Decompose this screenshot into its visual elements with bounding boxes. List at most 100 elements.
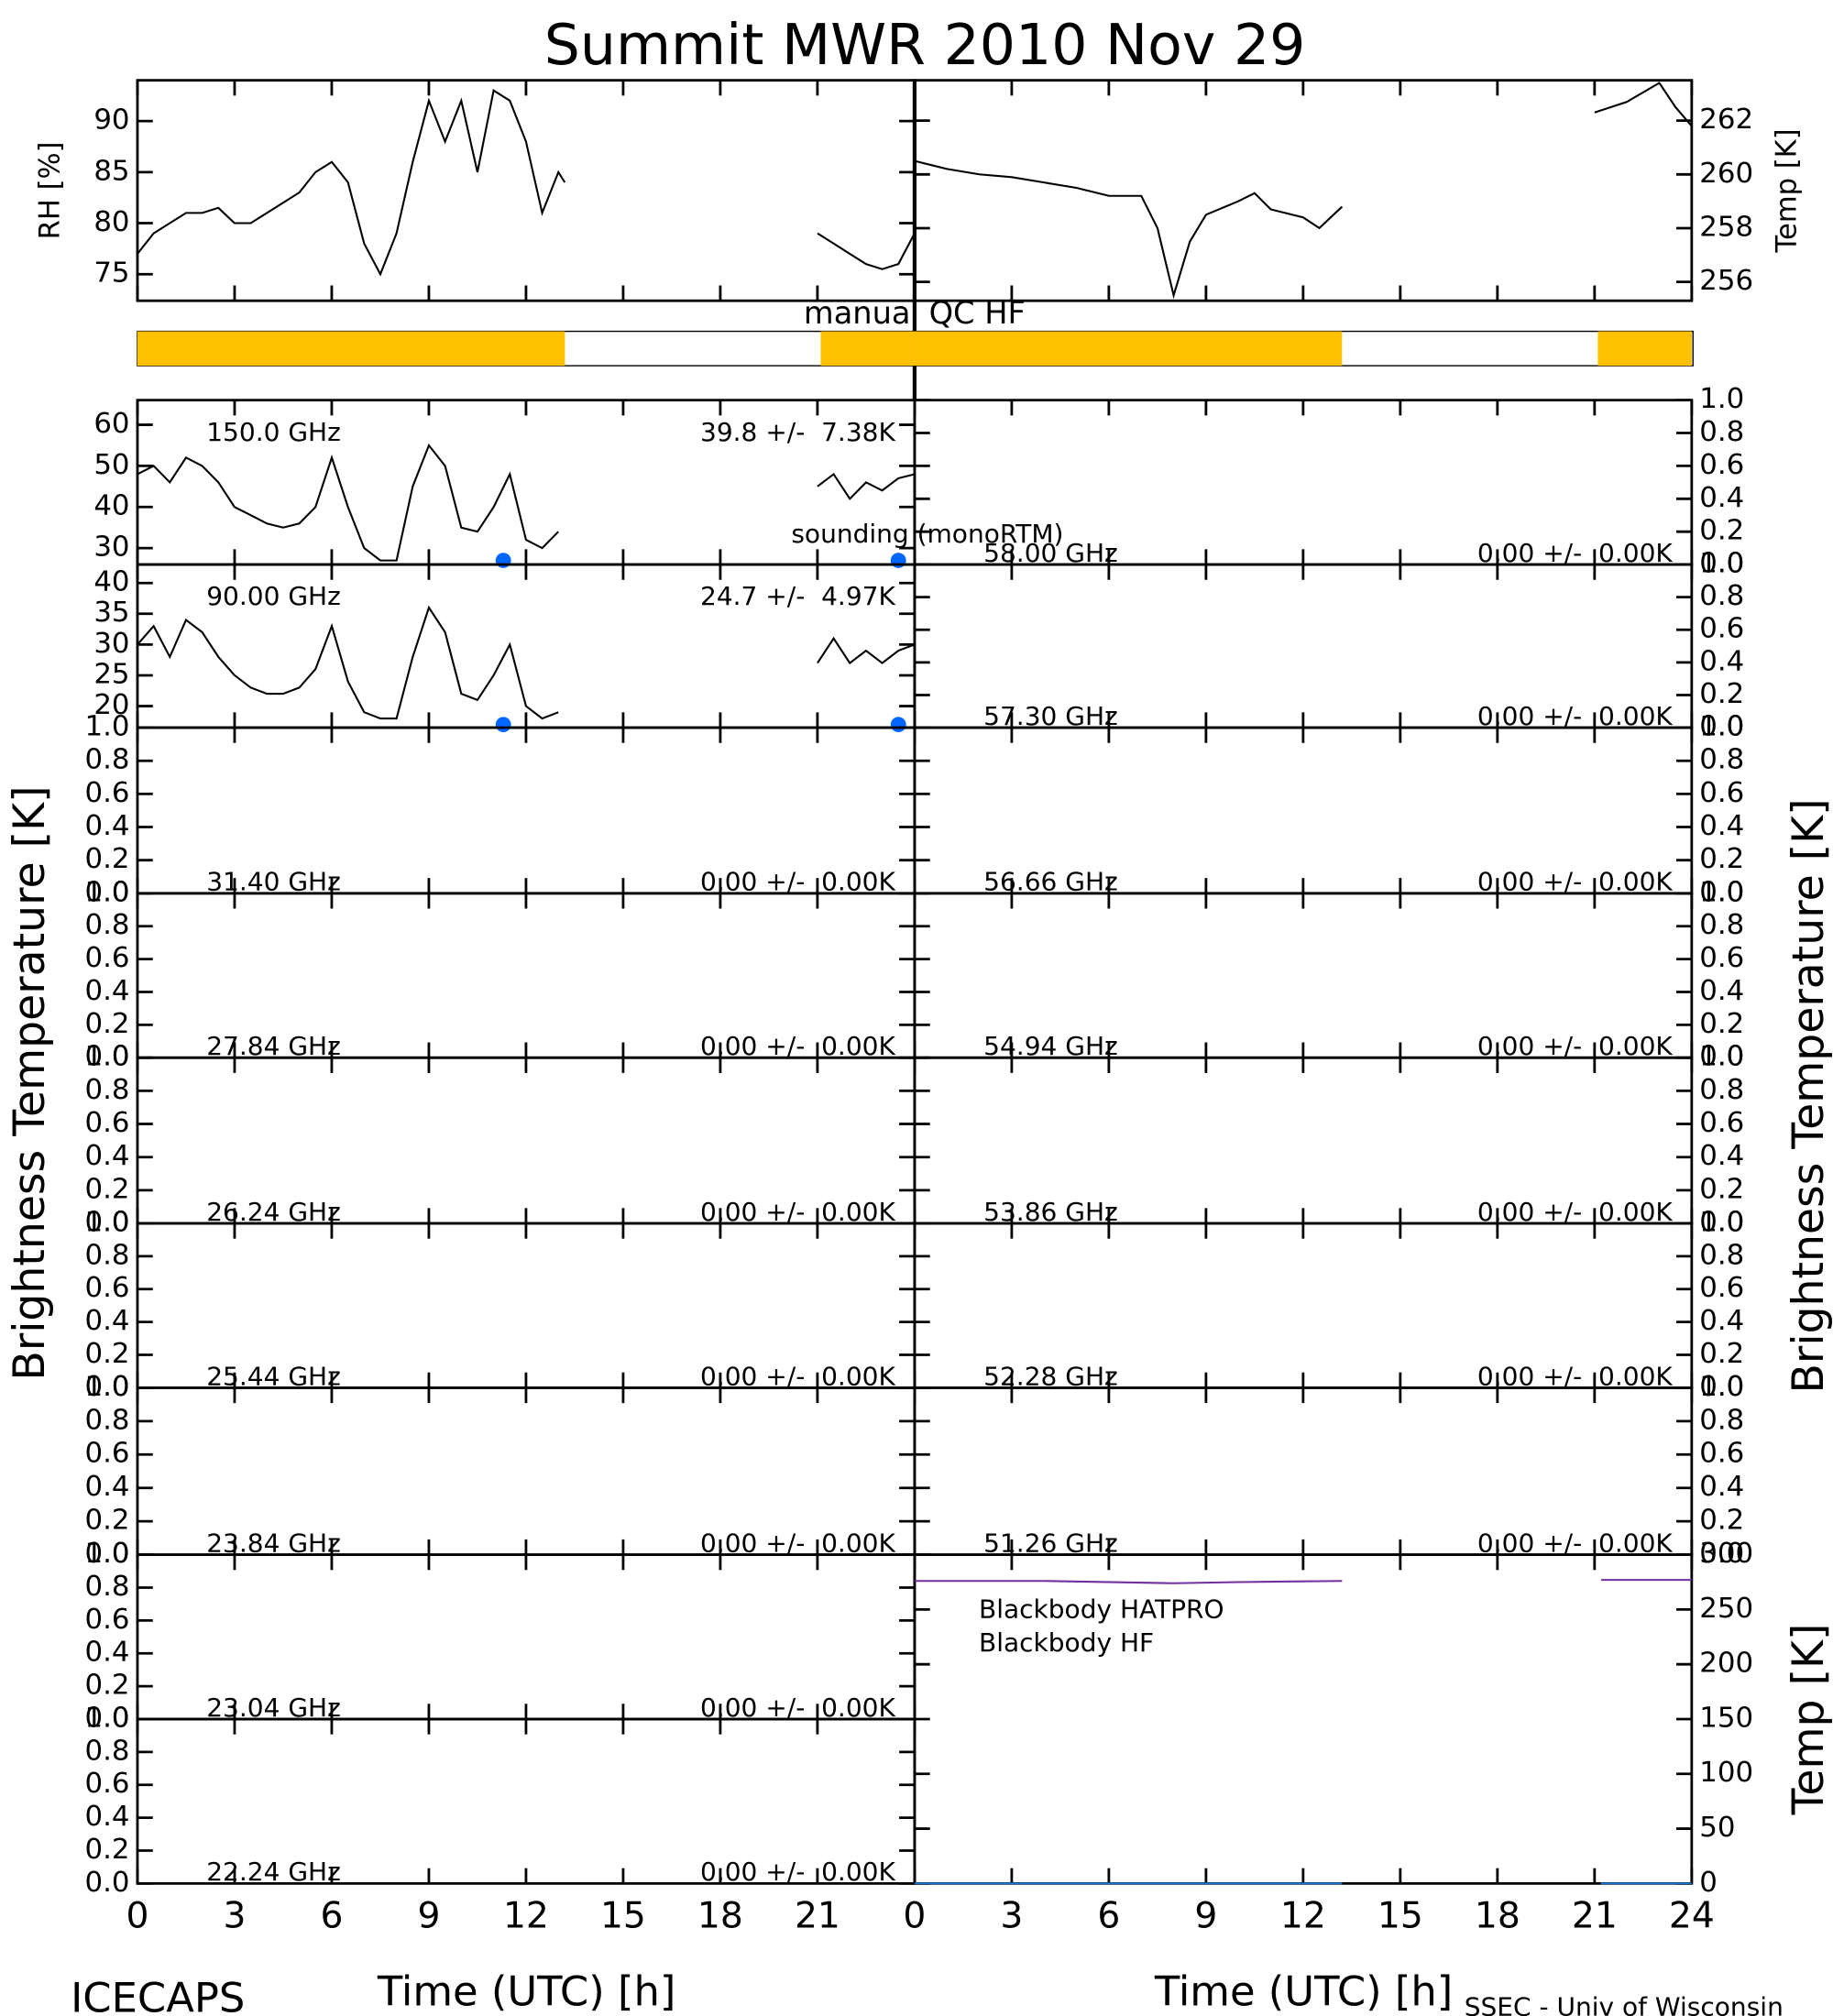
- y-tick-label: 0.6: [85, 1767, 130, 1800]
- y-tick-label: 0.6: [1699, 448, 1744, 481]
- y-tick-label: 0.4: [85, 1636, 130, 1669]
- data-line: [914, 82, 1693, 300]
- y-tick-label: 25: [93, 658, 129, 691]
- frequency-label: 57.30 GHz: [983, 701, 1118, 731]
- y-tick-label: 0.0: [85, 875, 130, 908]
- figure-title: Summit MWR 2010 Nov 29: [544, 13, 1306, 78]
- y-tick-label: 0.8: [85, 908, 130, 941]
- frequency-label: 51.26 GHz: [983, 1528, 1118, 1559]
- y-tick-label: 0.4: [1699, 1470, 1744, 1503]
- y-tick-label: 85: [93, 154, 129, 187]
- frequency-label: 31.40 GHz: [206, 867, 341, 897]
- y-tick-label: 0.8: [1699, 908, 1744, 941]
- x-tick-label: 21: [795, 1896, 840, 1937]
- sounding-label: sounding (monoRTM): [791, 519, 1063, 549]
- y-tick-label: 0.4: [1699, 1304, 1744, 1337]
- stats-label: 0.00 +/- 0.00K: [700, 1693, 896, 1723]
- y-tick-label: 40: [93, 565, 129, 598]
- y-tick-label: 0.0: [1699, 1040, 1744, 1073]
- y-tick-label: 50: [1699, 1811, 1735, 1844]
- y-tick-label: 0.4: [1699, 809, 1744, 842]
- y-tick-label: 0.0: [1699, 710, 1744, 743]
- y-tick-label: 1.0: [85, 875, 130, 908]
- y-tick-label: 0.0: [85, 1866, 130, 1899]
- y-tick-label: 0.6: [1699, 1106, 1744, 1139]
- x-tick-label: 12: [503, 1896, 549, 1937]
- y-tick-label: 0.2: [85, 842, 130, 875]
- y-tick-label: 0.8: [1699, 579, 1744, 612]
- frequency-label: 27.84 GHz: [206, 1031, 341, 1061]
- y-tick-label: 258: [1699, 211, 1753, 244]
- stats-label: 39.8 +/- 7.38K: [700, 417, 896, 447]
- x-axis-label: Time (UTC) [h]: [1154, 1967, 1453, 2015]
- y-tick-label: 1.0: [1699, 1206, 1744, 1239]
- y-tick-label: 90: [93, 104, 129, 137]
- y-tick-label: 0.2: [1699, 677, 1744, 710]
- y-tick-label: 0.8: [85, 1403, 130, 1436]
- y-tick-label: 0.8: [85, 1570, 130, 1603]
- y-tick-label: 300: [1699, 1537, 1753, 1570]
- x-tick-label: 15: [600, 1896, 646, 1937]
- y-tick-label: 0.4: [1699, 1139, 1744, 1172]
- y-tick-label: 0.2: [1699, 1172, 1744, 1205]
- y-tick-label: 0.6: [1699, 1271, 1744, 1304]
- y-axis-label: Temp [K]: [1784, 1624, 1833, 1816]
- y-tick-label: 1.0: [85, 710, 130, 743]
- y-tick-label: 260: [1699, 157, 1753, 190]
- y-tick-label: 0.2: [1699, 842, 1744, 875]
- y-tick-label: 0.0: [85, 1370, 130, 1403]
- y-tick-label: 60: [93, 407, 129, 440]
- y-tick-label: 100: [1699, 1756, 1753, 1789]
- frequency-label: 52.28 GHz: [983, 1361, 1118, 1391]
- qc-segment: [137, 331, 565, 367]
- frequency-label: 56.66 GHz: [983, 867, 1118, 897]
- y-tick-label: 0.2: [85, 1833, 130, 1866]
- y-tick-label: 0.4: [85, 974, 130, 1007]
- y-tick-label: 0.4: [1699, 481, 1744, 514]
- y-tick-label: 200: [1699, 1647, 1753, 1680]
- stats-label: 0.00 +/- 0.00K: [700, 1197, 896, 1227]
- x-tick-label: 3: [223, 1896, 246, 1937]
- y-tick-label: 0: [1699, 1866, 1718, 1899]
- y-tick-label: 0.4: [85, 1800, 130, 1833]
- y-tick-label: 0.0: [85, 1537, 130, 1570]
- y-tick-label: 0.0: [1699, 1537, 1744, 1570]
- y-tick-label: 0.8: [1699, 1403, 1744, 1436]
- qc-segment: [1597, 331, 1692, 367]
- y-tick-label: 0.6: [85, 941, 130, 974]
- data-line: [914, 1579, 1692, 1584]
- y-tick-label: 0.2: [1699, 514, 1744, 547]
- y-tick-label: 80: [93, 205, 129, 238]
- y-tick-label: 1.0: [85, 1702, 130, 1735]
- y-axis-label: Brightness Temperature [K]: [5, 785, 55, 1380]
- sounding-point: [890, 717, 906, 733]
- y-tick-label: 0.4: [85, 1304, 130, 1337]
- y-tick-label: 0.0: [85, 1702, 130, 1735]
- y-tick-label: 0.0: [1699, 1206, 1744, 1239]
- frequency-label: 23.04 GHz: [206, 1693, 341, 1723]
- y-tick-label: 0.2: [85, 1172, 130, 1205]
- y-tick-label: 0.6: [1699, 1437, 1744, 1470]
- y-tick-label: 0.4: [1699, 974, 1744, 1007]
- y-tick-label: 0.0: [1699, 1370, 1744, 1403]
- y-tick-label: 0.4: [85, 1139, 130, 1172]
- x-tick-label: 6: [320, 1896, 343, 1937]
- x-tick-label: 18: [697, 1896, 743, 1937]
- y-tick-label: 0.2: [85, 1504, 130, 1537]
- y-tick-label: 0.8: [85, 743, 130, 776]
- y-tick-label: 1.0: [1699, 710, 1744, 743]
- stats-label: 0.00 +/- 0.00K: [700, 1361, 896, 1391]
- x-tick-label: 9: [1194, 1896, 1217, 1937]
- stats-label: 0.00 +/- 0.00K: [1477, 867, 1674, 897]
- y-tick-label: 30: [93, 531, 129, 564]
- data-line: [137, 443, 916, 562]
- stats-label: 0.00 +/- 0.00K: [1477, 538, 1674, 568]
- y-tick-label: 0.6: [1699, 776, 1744, 809]
- frequency-label: 26.24 GHz: [206, 1197, 341, 1227]
- y-tick-label: 0.8: [85, 1734, 130, 1767]
- y-tick-label: 0.6: [1699, 941, 1744, 974]
- y-tick-label: 1.0: [1699, 1370, 1744, 1403]
- x-tick-label: 6: [1097, 1896, 1120, 1937]
- y-tick-label: 0.2: [1699, 1007, 1744, 1040]
- panel-frame: [913, 79, 1694, 302]
